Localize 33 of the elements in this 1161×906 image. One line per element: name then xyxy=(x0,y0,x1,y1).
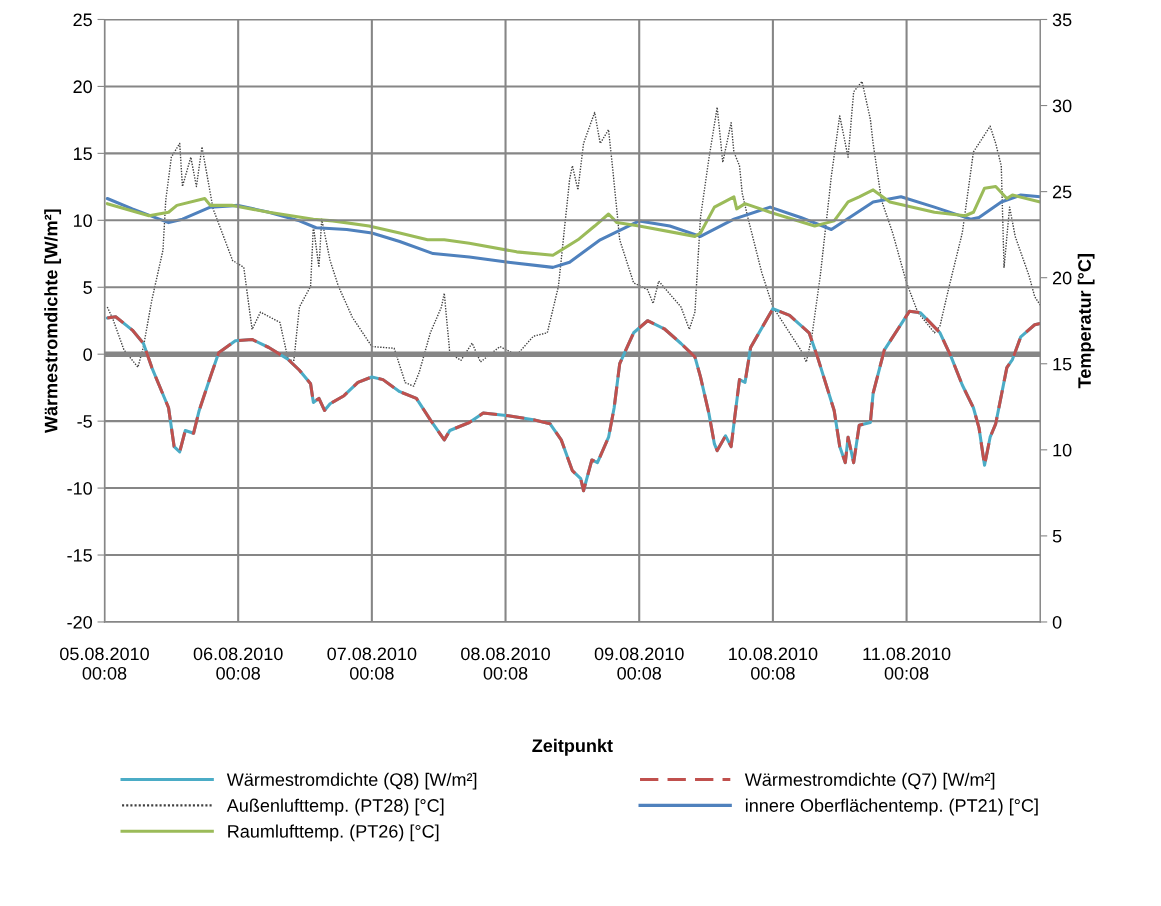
y-tick-label: 15 xyxy=(73,147,92,161)
y-axis-title: Wärmestromdichte [W/m²] xyxy=(44,209,62,434)
y-tick-label: -15 xyxy=(67,549,92,562)
x-tick-label: 10.08.2010 00:08 xyxy=(729,647,818,680)
y-tick-label: -20 xyxy=(67,615,92,629)
y-tick-label: 10 xyxy=(73,214,92,228)
y-tick-label: 25 xyxy=(73,13,92,27)
legend-label: Wärmestromdichte (Q8) [W/m²] xyxy=(226,772,477,790)
x-tick-label: 06.08.2010 00:08 xyxy=(193,647,283,680)
y2-tick-label: 30 xyxy=(1052,99,1072,113)
x-tick-label: 07.08.2010 00:08 xyxy=(327,647,417,680)
y2-tick-label: 10 xyxy=(1053,443,1072,457)
x-tick-label: 11.08.2010 00:08 xyxy=(863,647,951,680)
legend-label: Wärmestromdichte (Q7) [W/m²] xyxy=(744,772,995,790)
y2-axis-title: Temperatur [°C] xyxy=(1077,254,1095,389)
y2-tick-label: 5 xyxy=(1052,530,1062,543)
y2-tick-label: 20 xyxy=(1052,271,1072,285)
y2-tick-label: 25 xyxy=(1052,185,1072,199)
y-tick-label: 20 xyxy=(73,80,92,94)
y2-tick-label: 0 xyxy=(1052,615,1062,629)
y-tick-label: 0 xyxy=(83,348,92,361)
legend-label: innere Oberflächentemp. (PT21) [°C] xyxy=(745,798,1038,816)
legend-label: Raumlufttemp. (PT26) [°C] xyxy=(228,824,439,842)
x-tick-label: 05.08.2010 00:08 xyxy=(60,647,149,680)
y2-tick-label: 35 xyxy=(1052,13,1072,27)
x-tick-label: 09.08.2010 00:08 xyxy=(594,647,684,680)
y-tick-label: -5 xyxy=(77,415,92,428)
y-tick-label: 5 xyxy=(83,281,92,294)
x-axis-title: Zeitpunkt xyxy=(532,738,613,756)
x-tick-label: 08.08.2010 00:08 xyxy=(461,647,551,680)
y-tick-label: -10 xyxy=(67,482,92,495)
legend-label: Außenlufttemp. (PT28) [°C] xyxy=(226,798,444,816)
y2-tick-label: 15 xyxy=(1053,357,1072,371)
